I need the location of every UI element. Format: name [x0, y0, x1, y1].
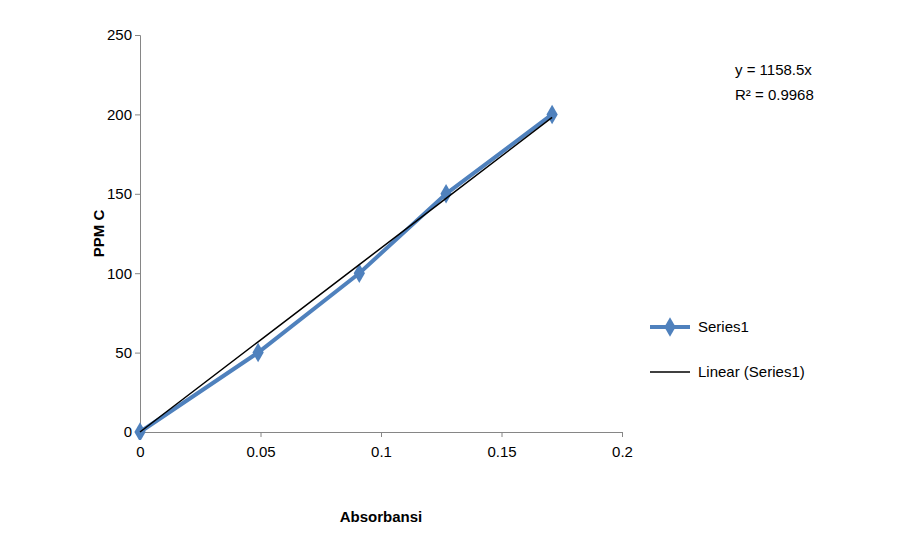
tick: 0.1 [371, 432, 392, 460]
tick: 250 [107, 26, 140, 43]
marker [252, 343, 263, 363]
y-axis: 0 50 100 150 200 250 [107, 26, 141, 440]
series-line [140, 114, 552, 432]
tick-label: 200 [107, 106, 132, 123]
tick-label: 0.2 [612, 443, 633, 460]
chart: 0 0.05 0.1 0.15 0.2 0 50 100 150 200 250 Absorbansi… [0, 0, 901, 543]
tick-label: 150 [107, 185, 132, 202]
tick: 0.05 [246, 432, 275, 460]
x-axis-title: Absorbansi [340, 508, 423, 525]
tick-mark [261, 432, 262, 437]
tick: 0.15 [487, 432, 516, 460]
tick-mark [135, 273, 140, 274]
legend-swatch [650, 371, 690, 373]
legend: Series1 Linear (Series1) [650, 317, 805, 380]
tick-mark [622, 432, 623, 437]
tick-mark [381, 432, 382, 437]
marker [354, 263, 365, 283]
legend-label: Series1 [698, 318, 749, 335]
tick: 100 [107, 265, 140, 282]
tick-label: 100 [107, 265, 132, 282]
tick-label: 50 [115, 344, 132, 361]
tick: 0.2 [612, 432, 633, 460]
tick: 50 [115, 344, 140, 361]
plot-area [134, 105, 557, 440]
axis-line [135, 36, 141, 433]
trend-line [140, 117, 552, 432]
tick-mark [135, 114, 140, 115]
annotation: y = 1158.5x [735, 61, 812, 78]
tick-label: 0.15 [487, 443, 516, 460]
tick-label: 0.05 [246, 443, 275, 460]
legend-marker [664, 317, 675, 337]
legend-label: Linear (Series1) [698, 363, 805, 380]
tick-label: 0 [124, 423, 132, 440]
tick-mark [135, 353, 140, 354]
tick-label: 0 [136, 443, 144, 460]
tick-mark [135, 194, 140, 195]
y-axis-title: PPM C [90, 210, 107, 258]
annotation: R² = 0.9968 [735, 86, 814, 103]
tick-mark [502, 432, 503, 437]
tick: 200 [107, 106, 140, 123]
tick: 150 [107, 185, 140, 202]
tick-mark [135, 35, 140, 36]
tick-label: 0.1 [371, 443, 392, 460]
x-axis: 0 0.05 0.1 0.15 0.2 [136, 432, 633, 460]
axis-line [141, 433, 623, 438]
tick-label: 250 [107, 26, 132, 43]
